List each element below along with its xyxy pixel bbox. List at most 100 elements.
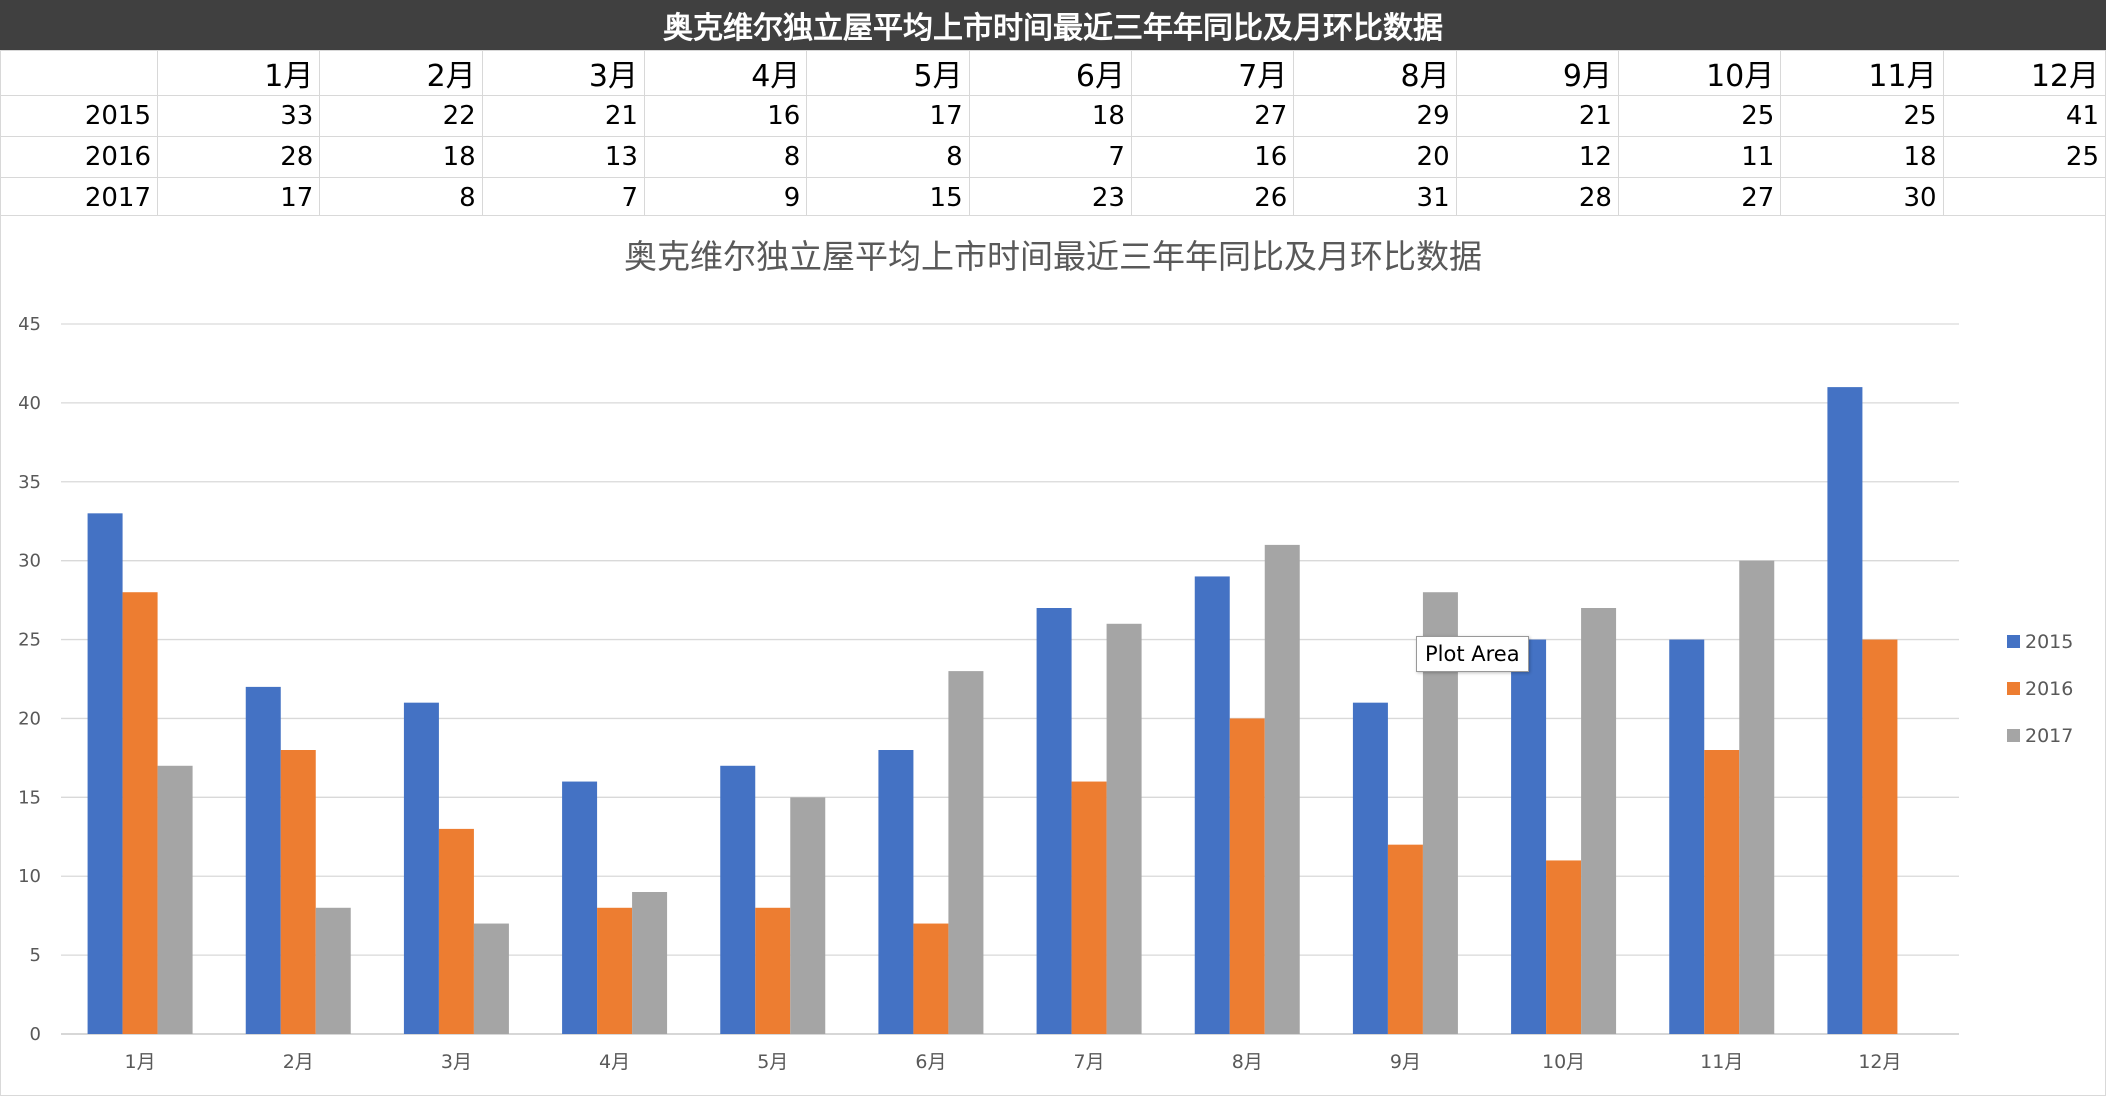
- table-cell[interactable]: 18: [319, 136, 483, 178]
- x-tick-label: 9月: [1390, 1051, 1421, 1073]
- table-cell[interactable]: 22: [319, 95, 483, 137]
- bar-2017: [632, 892, 668, 1034]
- sheet-title: 奥克维尔独立屋平均上市时间最近三年年同比及月环比数据: [0, 0, 2106, 50]
- column-header[interactable]: 10月: [1617, 50, 1782, 96]
- bar-2016: [913, 923, 949, 1034]
- column-header[interactable]: 12月: [1942, 50, 2106, 96]
- bar-2015: [720, 765, 756, 1034]
- y-tick-label: 10: [18, 866, 41, 887]
- table-corner-cell[interactable]: [0, 50, 158, 96]
- bar-2016: [1229, 718, 1265, 1034]
- column-header[interactable]: 3月: [481, 50, 645, 96]
- table-cell[interactable]: 28: [1455, 177, 1619, 219]
- row-label[interactable]: 2017: [0, 177, 158, 219]
- table-cell[interactable]: 7: [481, 177, 645, 219]
- column-header[interactable]: 9月: [1455, 50, 1619, 96]
- bar-2015: [1194, 576, 1230, 1034]
- table-cell[interactable]: 20: [1293, 136, 1457, 178]
- row-label[interactable]: 2016: [0, 136, 158, 178]
- legend-label: 2015: [2025, 631, 2073, 653]
- table-cell[interactable]: 29: [1293, 95, 1457, 137]
- column-header[interactable]: 4月: [643, 50, 808, 96]
- table-cell[interactable]: 16: [1130, 136, 1295, 178]
- legend-swatch: [2007, 635, 2020, 648]
- table-cell[interactable]: 17: [806, 95, 970, 137]
- bar-2016: [280, 750, 316, 1034]
- column-header[interactable]: 7月: [1130, 50, 1295, 96]
- table-cell[interactable]: [1942, 177, 2106, 219]
- x-tick-label: 5月: [757, 1051, 788, 1073]
- table-cell[interactable]: 13: [481, 136, 645, 178]
- column-header[interactable]: 11月: [1780, 50, 1944, 96]
- y-tick-label: 15: [18, 787, 41, 808]
- bar-2015: [878, 750, 914, 1034]
- table-row: 2017 17 8 7 9 15 23 26 31 28 27 30: [0, 177, 2106, 219]
- chart[interactable]: 奥克维尔独立屋平均上市时间最近三年年同比及月环比数据 0 5 10 15 20 25 30 35…: [0, 215, 2106, 1096]
- table-cell[interactable]: 26: [1130, 177, 1295, 219]
- x-tick-label: 4月: [599, 1051, 630, 1073]
- column-header[interactable]: 2月: [319, 50, 483, 96]
- table-cell[interactable]: 31: [1293, 177, 1457, 219]
- x-tick-label: 7月: [1074, 1051, 1105, 1073]
- table-cell[interactable]: 30: [1780, 177, 1944, 219]
- row-label[interactable]: 2015: [0, 95, 158, 137]
- table-cell[interactable]: 21: [481, 95, 645, 137]
- table-cell[interactable]: 16: [643, 95, 808, 137]
- table-row: 2016 28 18 13 8 8 7 16 20 12 11 18 25: [0, 136, 2106, 178]
- legend-swatch: [2007, 729, 2020, 742]
- x-tick-label: 10月: [1542, 1051, 1585, 1073]
- table-cell[interactable]: 25: [1617, 95, 1782, 137]
- table-cell[interactable]: 25: [1780, 95, 1944, 137]
- table-row: 2015 33 22 21 16 17 18 27 29 21 25 25 41: [0, 95, 2106, 137]
- y-tick-label: 30: [18, 551, 41, 572]
- bar-2015: [1036, 608, 1072, 1034]
- bar-2016: [1546, 860, 1582, 1034]
- table-cell[interactable]: 12: [1455, 136, 1619, 178]
- column-header[interactable]: 5月: [806, 50, 970, 96]
- table-cell[interactable]: 41: [1942, 95, 2106, 137]
- bar-2015: [1669, 639, 1705, 1034]
- x-tick-label: 3月: [441, 1051, 472, 1073]
- x-tick-label: 6月: [915, 1051, 946, 1073]
- bar-2017: [473, 923, 509, 1034]
- x-tick-label: 11月: [1700, 1051, 1743, 1073]
- table-cell[interactable]: 33: [156, 95, 321, 137]
- table-cell[interactable]: 8: [806, 136, 970, 178]
- column-header[interactable]: 8月: [1293, 50, 1457, 96]
- bar-2016: [1071, 781, 1107, 1034]
- bar-2016: [1387, 844, 1423, 1034]
- y-tick-label: 35: [18, 472, 41, 493]
- y-tick-label: 0: [30, 1024, 41, 1045]
- bar-2016: [122, 592, 158, 1034]
- table-cell[interactable]: 25: [1942, 136, 2106, 178]
- bar-2017: [1581, 608, 1617, 1034]
- table-cell[interactable]: 18: [1780, 136, 1944, 178]
- table-cell[interactable]: 8: [319, 177, 483, 219]
- column-header[interactable]: 6月: [968, 50, 1132, 96]
- table-cell[interactable]: 11: [1617, 136, 1782, 178]
- table-cell[interactable]: 7: [968, 136, 1132, 178]
- chart-title: 奥克维尔独立屋平均上市时间最近三年年同比及月环比数据: [624, 237, 1482, 276]
- y-tick-label: 5: [30, 945, 41, 966]
- bar-2016: [1862, 639, 1898, 1034]
- table-cell[interactable]: 15: [806, 177, 970, 219]
- y-tick-label: 25: [18, 630, 41, 651]
- table-cell[interactable]: 27: [1130, 95, 1295, 137]
- bar-2017: [948, 671, 984, 1034]
- chart-svg: 奥克维尔独立屋平均上市时间最近三年年同比及月环比数据 0 5 10 15 20 25 30 35…: [18, 237, 2073, 1073]
- column-header[interactable]: 1月: [156, 50, 321, 96]
- table-cell[interactable]: 17: [156, 177, 321, 219]
- table-cell[interactable]: 23: [968, 177, 1132, 219]
- bar-2017: [1739, 560, 1775, 1034]
- table-cell[interactable]: 9: [643, 177, 808, 219]
- table-cell[interactable]: 8: [643, 136, 808, 178]
- bar-2015: [1511, 639, 1547, 1034]
- y-tick-label: 40: [18, 393, 41, 414]
- table-cell[interactable]: 21: [1455, 95, 1619, 137]
- table-cell[interactable]: 18: [968, 95, 1132, 137]
- table-cell[interactable]: 28: [156, 136, 321, 178]
- table-cell[interactable]: 27: [1617, 177, 1782, 219]
- bar-2015: [245, 686, 281, 1034]
- bar-2015: [403, 702, 439, 1034]
- x-tick-label: 2月: [283, 1051, 314, 1073]
